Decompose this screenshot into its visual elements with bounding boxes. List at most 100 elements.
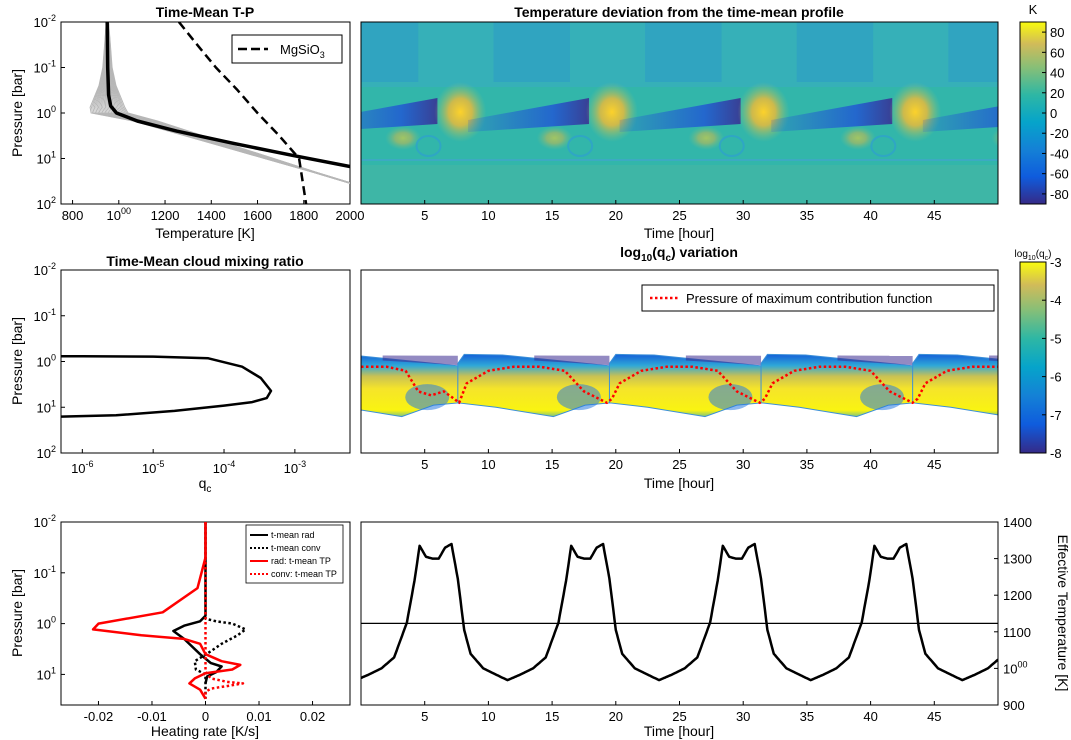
y-tick-label: 1200 [1003, 588, 1032, 603]
deviation-heatmap: 5 10 15 20 25 30 35 40 45 Time [hour] K 80 60 40 20… [360, 2, 1069, 241]
x-tick-label: 1600 [243, 208, 272, 223]
x-tick-label: 1000 [107, 206, 131, 223]
cool-band [796, 22, 874, 82]
x-tick-label: 25 [672, 709, 686, 724]
colorbar-tick-label: -20 [1050, 126, 1069, 141]
colorbar-tick-label: 0 [1050, 106, 1057, 121]
x-tick-label: 25 [672, 457, 686, 472]
logqc-heatmap: 5 10 15 20 25 30 35 40 45 Time [hour] Pressure o… [360, 249, 1062, 491]
colorbar-logqc [1019, 261, 1047, 454]
colorbar-tick-label: -80 [1050, 187, 1069, 202]
cold-streak [922, 106, 998, 132]
cloud-top-edge [382, 355, 458, 366]
y-tick-label: 10-2 [34, 513, 56, 530]
cold-streak [771, 98, 893, 132]
plot-frame-teff [360, 521, 999, 706]
warm-patch [385, 126, 422, 150]
x-tick-label: 30 [736, 208, 750, 223]
y-tick-label: 102 [37, 444, 56, 461]
hot-spot [889, 82, 942, 142]
x-tick-label: 5 [421, 457, 428, 472]
panel-title-logqc: log10(qc) variation [620, 244, 738, 264]
panel-title-cloud-mixing: Time-Mean cloud mixing ratio [106, 253, 303, 269]
x-tick-label: 10-6 [71, 459, 93, 476]
thin-cloud-region [708, 384, 753, 411]
cloud-top-edge [989, 355, 998, 362]
x-tick-label: 10 [481, 208, 495, 223]
colorbar-tick-label: -4 [1050, 293, 1062, 308]
x-tick-label: 30 [736, 709, 750, 724]
colorbar-tick-label: -5 [1050, 331, 1062, 346]
colorbar-tick-label: 40 [1050, 66, 1064, 81]
colorbar-tick-label: -60 [1050, 167, 1069, 182]
x-tick-label: 10-5 [142, 459, 164, 476]
x-tick-label: 20 [609, 709, 623, 724]
cool-band [493, 22, 570, 82]
xlabel-qc: qc [199, 475, 212, 495]
teff-plot: 5 10 15 20 25 30 35 40 45 900 1000 1100 1200 1300 1400… [360, 515, 1071, 739]
x-tick-label: 0.01 [246, 709, 271, 724]
colorbar-tick-label: -6 [1050, 370, 1062, 385]
y-tick-label: 10-2 [34, 261, 56, 278]
x-tick-label: 45 [927, 709, 941, 724]
tp-ensemble-curve [108, 22, 350, 184]
hot-spot [434, 82, 487, 142]
thin-cloud-region [405, 384, 450, 411]
y-tick-label: 1300 [1003, 552, 1032, 567]
cool-band [645, 22, 722, 82]
x-tick-label: 2000 [336, 208, 365, 223]
colorbar-tick-label: 80 [1050, 25, 1064, 40]
hot-spot [585, 82, 638, 142]
legend-label-rad-tp: rad: t-mean TP [271, 556, 331, 566]
warm-patch [839, 126, 876, 150]
cloud-top-edge [685, 355, 762, 366]
y-tick-label: 101 [37, 398, 56, 415]
plot-frame-qc [60, 269, 351, 454]
x-tick-label: 1200 [151, 208, 180, 223]
cloud-deck [912, 353, 998, 416]
colorbar-tick-label: -8 [1050, 446, 1062, 461]
x-tick-label: 15 [545, 457, 559, 472]
contour-loop [415, 135, 442, 157]
cold-streak [468, 98, 590, 132]
cold-streak [361, 98, 438, 130]
x-tick-label: 10 [481, 457, 495, 472]
y-tick-label: 100 [37, 615, 56, 632]
xlabel-heating: Heating rate [K/s] [151, 723, 259, 739]
x-tick-label: 0.02 [300, 709, 325, 724]
x-tick-label: 45 [927, 457, 941, 472]
legend-tp: MgSiO3 [231, 34, 343, 64]
contour-loop [870, 135, 897, 157]
warm-patch [536, 126, 573, 150]
legend-label-conv-tp: conv: t-mean TP [271, 569, 337, 579]
xlabel-deviation: Time [hour] [644, 225, 714, 241]
cloud-mixing-plot: 10-6 10-5 10-4 10-3 10-2 10-1 100 101 102 qc Pre… [9, 261, 351, 495]
x-tick-label: 35 [800, 208, 814, 223]
x-tick-label: 0 [202, 709, 209, 724]
cloud-top-edge [837, 355, 913, 366]
panel-title-tp: Time-Mean T-P [156, 4, 255, 20]
xlabel-teff: Time [hour] [644, 723, 714, 739]
x-tick-label: -0.02 [84, 709, 114, 724]
y-tick-label: 102 [37, 195, 56, 212]
x-tick-label: 10-3 [284, 459, 306, 476]
cool-band [361, 22, 419, 82]
x-tick-label: 10-4 [213, 459, 235, 476]
x-tick-label: 800 [62, 208, 84, 223]
colorbar-deviation [1019, 21, 1047, 205]
x-tick-label: 35 [800, 709, 814, 724]
colorbar-tick-label: 20 [1050, 86, 1064, 101]
colorbar-tick-label: -3 [1050, 255, 1062, 270]
warm-patch [991, 128, 998, 148]
tp-plot: 800 1000 1200 1400 1600 1800 2000 10-2 10-1 100 10… [9, 13, 365, 241]
y-tick-label: 1000 [1003, 659, 1027, 676]
y-tick-label: 101 [37, 665, 56, 682]
deviation-field [361, 22, 998, 204]
colorbar-tick-label: 60 [1050, 45, 1064, 60]
x-tick-label: 25 [672, 208, 686, 223]
legend-label-mgsio3: MgSiO3 [280, 42, 325, 60]
heating-rate-plot: -0.02 -0.01 0 0.01 0.02 10-2 10-1 100 101 Heatin… [9, 513, 351, 739]
max-contribution-pressure [361, 365, 998, 405]
x-tick-label: 40 [863, 457, 877, 472]
contour-loop [567, 135, 594, 157]
